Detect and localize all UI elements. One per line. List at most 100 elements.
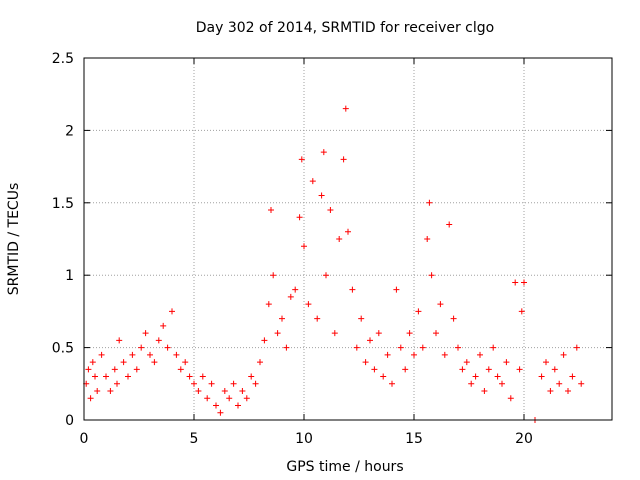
data-point (111, 366, 118, 373)
data-point (120, 359, 127, 366)
data-point (89, 359, 96, 366)
data-point (133, 366, 140, 373)
data-point (512, 279, 519, 286)
data-point (547, 388, 554, 395)
data-point (103, 373, 109, 380)
data-point (248, 373, 255, 380)
data-point (274, 330, 281, 337)
data-point (521, 279, 527, 286)
data-point (463, 359, 470, 366)
data-point (283, 344, 290, 351)
data-point (441, 351, 448, 358)
data-point (235, 402, 241, 409)
data-point (468, 380, 475, 387)
data-point (199, 373, 206, 380)
data-point (129, 351, 136, 358)
data-point (204, 395, 211, 402)
data-point (375, 330, 382, 337)
data-point (151, 359, 158, 366)
y-tick-label: 1 (65, 268, 74, 284)
data-point (336, 236, 343, 242)
data-point (494, 373, 501, 380)
x-tick-label: 20 (515, 431, 533, 447)
data-point (173, 351, 180, 358)
data-point (455, 344, 461, 351)
data-point (147, 351, 153, 358)
data-point (499, 380, 505, 387)
data-point (243, 395, 250, 402)
data-point (92, 373, 98, 380)
data-point (87, 395, 94, 402)
data-point (265, 301, 272, 308)
data-point (301, 243, 307, 250)
data-point (415, 308, 422, 315)
data-point (125, 373, 131, 380)
data-point (186, 373, 193, 380)
data-point (155, 337, 162, 344)
data-point (345, 228, 351, 235)
data-point (314, 315, 321, 322)
data-point (226, 395, 233, 402)
data-point (116, 337, 123, 344)
data-points (83, 105, 585, 423)
data-point (142, 330, 149, 337)
y-tick-label: 0.5 (52, 341, 74, 357)
data-point (565, 388, 571, 395)
data-point (268, 207, 274, 214)
data-point (411, 351, 417, 358)
data-point (270, 272, 277, 279)
data-point (177, 366, 184, 373)
y-tick-labels: 0 0.5 1 1.5 2 2.5 (52, 51, 74, 429)
data-point (94, 388, 101, 395)
data-point (98, 351, 105, 358)
data-point (397, 344, 404, 351)
data-point (459, 366, 466, 373)
data-point (340, 156, 347, 163)
x-tick-label: 10 (295, 431, 313, 447)
data-point (437, 301, 444, 308)
data-point (221, 388, 228, 395)
data-point (433, 330, 439, 337)
data-point (296, 214, 303, 221)
data-point (569, 373, 576, 380)
data-point (239, 388, 246, 395)
grid-lines (84, 58, 612, 420)
data-point (309, 178, 316, 185)
data-point (182, 359, 189, 366)
data-point (279, 315, 285, 322)
data-point (402, 366, 409, 373)
data-point (230, 380, 237, 387)
data-point (543, 359, 549, 366)
data-point (428, 272, 435, 279)
data-point (353, 344, 360, 351)
y-axis-title: SRMTID / TECUs (6, 183, 22, 296)
data-point (320, 149, 327, 156)
data-point (477, 351, 483, 358)
data-point (323, 272, 329, 279)
data-point (169, 308, 175, 315)
y-tick-label: 1.5 (52, 196, 74, 212)
data-point (560, 351, 567, 358)
data-point (305, 301, 312, 308)
data-point (578, 380, 585, 387)
data-point (556, 380, 563, 387)
data-point (384, 351, 391, 358)
data-point (450, 315, 457, 322)
data-point (318, 192, 325, 199)
x-tick-label: 15 (405, 431, 423, 447)
data-point (507, 395, 514, 402)
data-point (213, 402, 219, 409)
data-point (516, 366, 523, 373)
x-tick-labels: 0 5 10 15 20 (80, 431, 533, 447)
data-point (406, 330, 413, 337)
x-tick-label: 0 (80, 431, 89, 447)
data-point (208, 380, 215, 387)
x-tick-label: 5 (190, 431, 199, 447)
data-point (114, 380, 120, 387)
data-point (573, 344, 580, 351)
data-point (538, 373, 545, 380)
data-point (349, 286, 356, 293)
data-point (107, 388, 114, 395)
data-point (287, 293, 294, 300)
